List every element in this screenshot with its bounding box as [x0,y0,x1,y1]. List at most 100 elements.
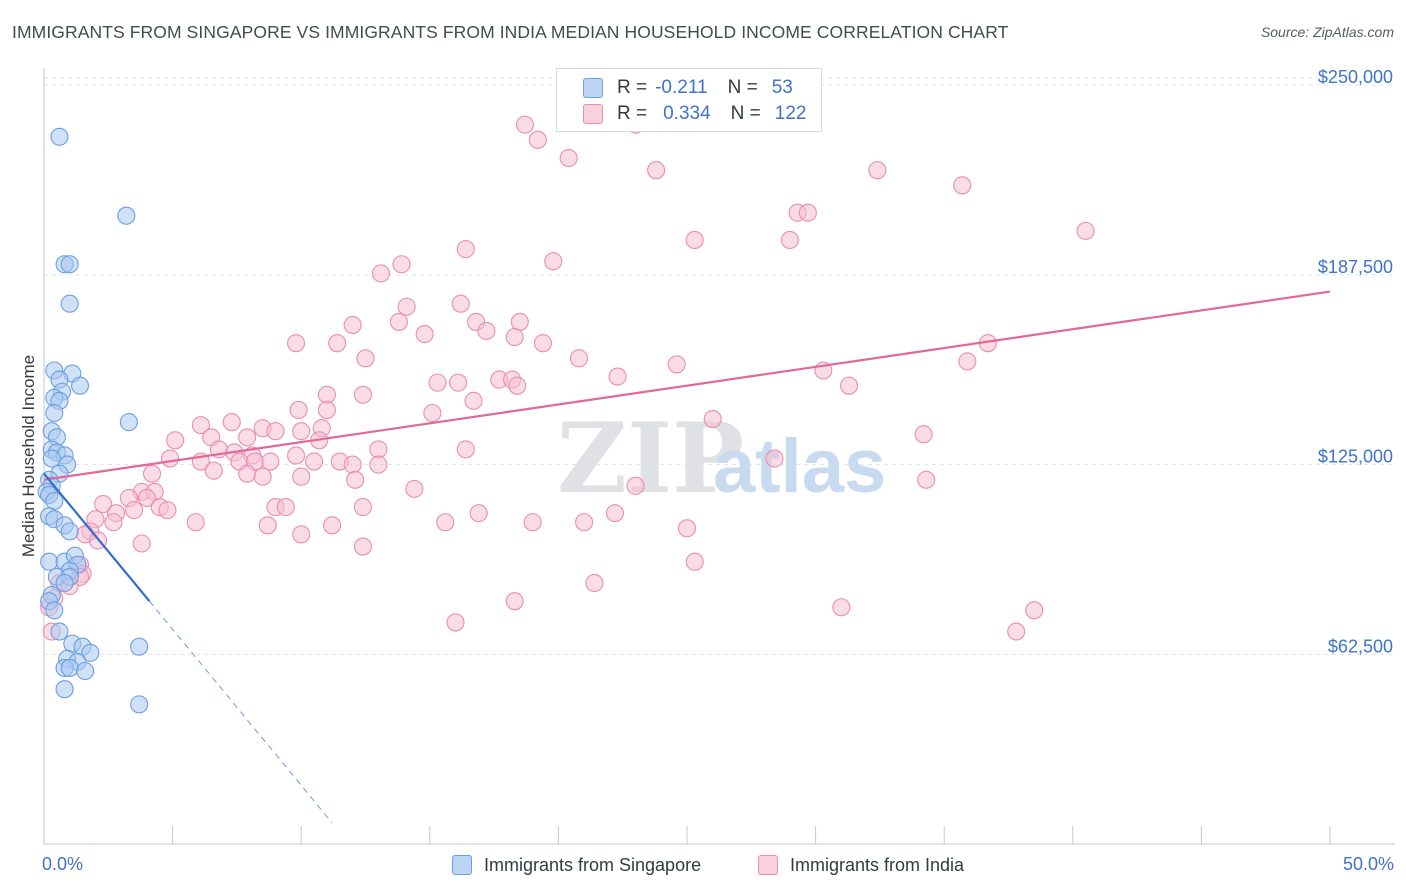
india-point [292,525,311,544]
legend-singapore-r: -0.211 [655,77,708,98]
india-point [575,513,594,532]
india-point [289,400,308,420]
india-point [703,410,722,429]
india-point [266,422,285,441]
bottom-legend-india-label: Immigrants from India [790,854,965,875]
india-point [305,452,324,471]
india-point [647,161,666,180]
singapore-point [40,552,59,571]
singapore-point [70,376,90,395]
india-point [469,504,488,523]
india-point [343,455,362,474]
x-tick-label: 0.0% [42,854,83,874]
india-point [533,334,553,353]
india-point [317,385,336,404]
india-point [505,592,524,611]
india-point [389,312,408,331]
singapore-point [60,522,79,541]
india-point [667,355,686,374]
singapore-point [60,658,79,678]
india-point [544,252,563,271]
india-swatch [758,855,778,875]
india-point [436,513,455,532]
india-point [238,464,257,483]
india-point [868,161,887,180]
y-tick-label: $125,000 [1318,447,1393,467]
india-point [510,312,529,331]
india-point [608,367,627,386]
bottom-legend-india: Immigrants from India [758,852,964,878]
tick-labels: $62,500 $125,000 $187,500 $250,000 0.0% 50.0% [42,67,1394,874]
bottom-legend-singapore-label: Immigrants from Singapore [484,854,702,875]
india-point [456,440,475,459]
y-axis-label: Median Household Income [19,355,38,557]
india-point [505,328,524,347]
india-point [287,334,306,353]
india-point [258,516,277,535]
india-point [142,464,162,483]
singapore-point [130,695,149,714]
legend-r-label: R = [617,103,648,124]
india-point [559,148,578,168]
india-point [137,488,156,508]
singapore-point [45,601,64,620]
india-point [353,498,372,517]
india-point [253,467,272,486]
india-point [346,470,365,489]
india-point [104,513,123,532]
india-point [1025,601,1044,620]
india-point [415,325,434,344]
india-point [166,431,185,450]
singapore-point [55,573,74,593]
chart-title: IMMIGRANTS FROM SINGAPORE VS IMMIGRANTS … [12,22,1009,42]
india-point [423,403,442,423]
india-point [780,230,799,250]
india-point [204,461,223,480]
india-point [397,297,416,316]
singapore-point [45,491,64,511]
india-point [353,385,372,404]
india-trend-line [43,290,1331,481]
india-point [464,391,483,410]
india-point [677,519,697,538]
india-point [328,334,347,353]
india-point [323,516,342,535]
india-point [353,537,372,556]
india-point [292,422,311,441]
india-point [276,498,295,517]
india-point [605,504,625,523]
india-point [317,400,336,420]
india-point [238,428,257,447]
y-tick-label: $250,000 [1318,67,1393,87]
singapore-point [130,637,149,656]
india-point [343,315,362,335]
india-point [528,130,547,149]
india-point [914,425,933,444]
legend-r-label: R = [617,77,648,98]
india-point [953,176,972,195]
india-point [958,352,977,371]
watermark-atlas: atlas [713,424,886,509]
india-point [832,598,851,617]
singapore-point [50,127,69,146]
india-point [1076,221,1095,240]
india-point [371,264,390,283]
gridlines [44,77,1395,655]
india-point [685,552,704,571]
india-point [585,573,604,593]
india-point [160,449,180,468]
india-point [798,203,817,222]
india-point [186,513,205,532]
india-point [94,494,113,514]
singapore-trend-line [43,472,151,602]
legend-n-label: N = [730,103,761,124]
legend-n-label: N = [727,77,758,98]
india-point [287,446,306,465]
singapore-points [37,127,149,714]
singapore-swatch [583,78,603,98]
india-point [356,349,375,368]
india-point [477,321,496,341]
y-tick-label: $62,500 [1328,636,1393,656]
india-point [515,115,535,134]
